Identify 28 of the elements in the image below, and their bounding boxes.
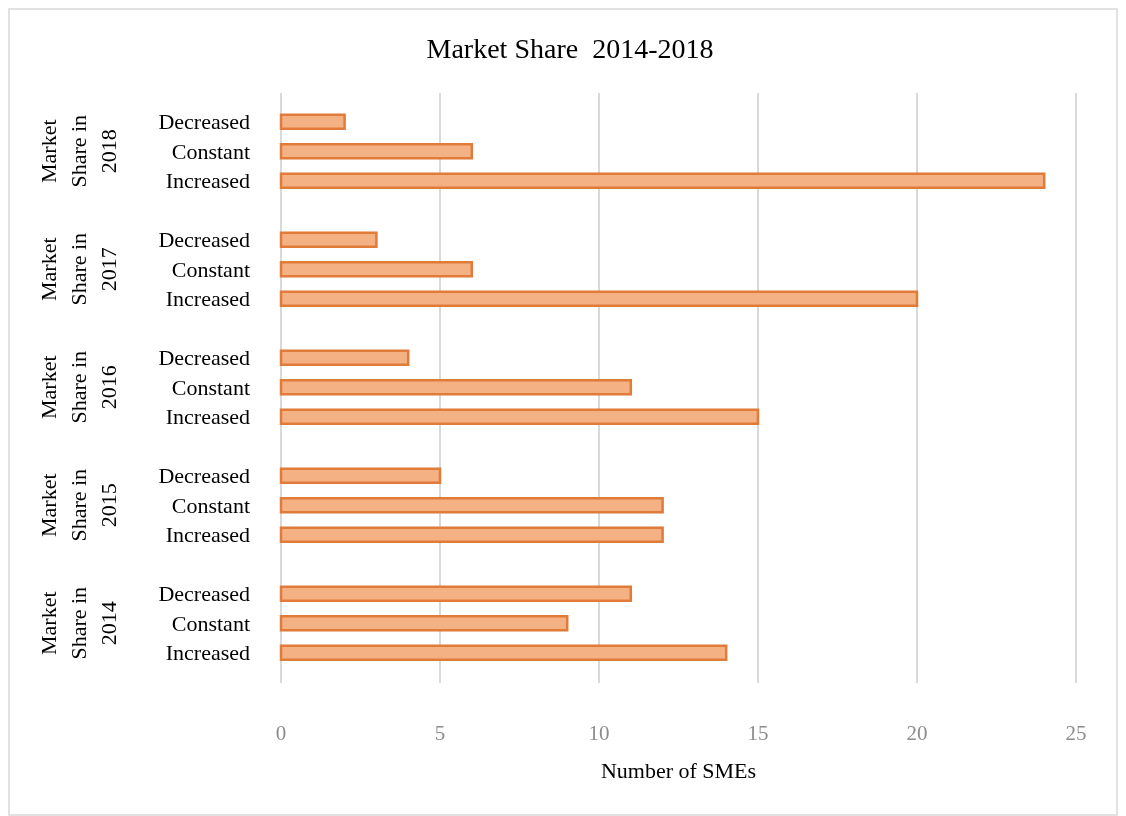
y-tick-label: Increased — [165, 404, 250, 430]
x-tick-label: 15 — [747, 721, 769, 746]
y-tick-label: Increased — [165, 286, 250, 312]
y-tick-label: Decreased — [158, 463, 250, 489]
text: Market Share in 2015 — [36, 468, 121, 542]
y-tick-label: Constant — [171, 374, 250, 400]
y-tick-label: Decreased — [158, 581, 250, 607]
x-tick-label: 0 — [275, 721, 287, 746]
x-axis-title: Number of SMEs — [600, 757, 757, 783]
text: Market Share in 2016 — [36, 350, 121, 424]
x-tick-label: 10 — [588, 721, 610, 746]
y-tick-label: Decreased — [158, 345, 250, 371]
y-tick-label: Constant — [171, 492, 250, 518]
x-tick-label: 5 — [434, 721, 446, 746]
y-tick-label: Increased — [165, 640, 250, 666]
y-tick-label: Increased — [165, 522, 250, 548]
y-tick-label: Decreased — [158, 227, 250, 253]
text: Market Share in 2018 — [36, 114, 121, 188]
y-tick-label: Decreased — [158, 109, 250, 135]
x-tick-label: 25 — [1065, 721, 1087, 746]
text: Market Share in 2017 — [36, 232, 121, 306]
text: Market Share in 2014 — [36, 586, 121, 660]
y-tick-label: Constant — [171, 610, 250, 636]
y-tick-label: Constant — [171, 138, 250, 164]
chart-title: Market Share 2014-2018 — [426, 32, 714, 64]
y-tick-label: Constant — [171, 256, 250, 282]
x-tick-label: 20 — [906, 721, 928, 746]
y-tick-label: Increased — [165, 168, 250, 194]
